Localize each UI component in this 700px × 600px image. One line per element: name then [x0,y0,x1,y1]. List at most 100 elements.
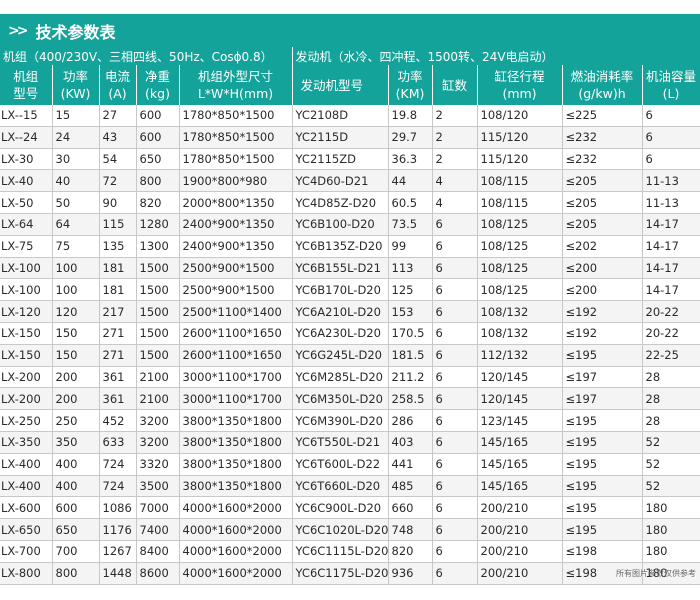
table-cell: 112/132 [477,344,563,367]
table-cell: 600 [52,496,100,520]
double-chevron-icon: >> [8,22,29,39]
table-cell: 120 [52,300,100,323]
column-header-line1: 发动机型号 [300,77,364,93]
table-cell: 2600*1100*1650 [179,322,293,345]
table-cell: 108/132 [477,300,563,323]
table-cell: 72 [99,169,137,193]
table-cell: ≤195 [562,496,643,520]
table-row: LX-400 400 724 3320 3800*1350*1800 YC6T600L-D… [0,453,700,476]
table-cell: 200/210 [477,540,563,563]
table-cell: 108/125 [477,257,563,280]
table-cell: 2 [432,148,478,171]
table-cell: LX-650 [0,518,53,541]
table-cell: 6 [432,213,478,236]
table-row: LX-100 100 181 1500 2500*900*1500 YC6B170L-D2… [0,278,700,302]
table-cell: 24 [52,126,100,149]
column-header: 功率 (KM) [388,65,433,105]
table-cell: YC6C1175L-D20 [292,562,389,585]
column-header-row: 机组 型号 功率 (KW) 电流 (A) 净重 (kg) 机组外型尺寸 L*W*H(mm) 发动机型… [0,65,700,105]
table-cell: LX-400 [0,453,53,476]
table-cell: 820 [136,191,180,214]
column-header-line1: 缸径行程 [494,69,545,84]
table-cell: 180 [642,496,700,520]
table-cell: ≤195 [562,344,643,367]
table-row: LX-75 75 135 1300 2400*900*1350 YC6B135Z-D20 9… [0,235,700,258]
table-cell: 123/145 [477,409,563,432]
table-row: LX-30 30 54 650 1780*850*1500 YC2115ZD 36.3 2 11… [0,148,700,171]
column-header: 净重 (kg) [136,65,180,105]
table-cell: 43 [99,126,137,149]
table-cell: 1780*850*1500 [179,105,293,127]
table-cell: 1500 [136,278,180,302]
table-cell: 271 [99,344,137,367]
table-cell: LX-200 [0,366,53,389]
table-row: LX-150 150 271 1500 2600*1100*1650 YC6G245L-D… [0,344,700,367]
table-cell: 700 [52,540,100,563]
table-cell: YC2115ZD [292,148,389,171]
table-cell: 1267 [99,540,137,563]
table-row: LX-100 100 181 1500 2500*900*1500 YC6B155L-D2… [0,257,700,280]
group-header-row: 机组（400/230V、三相四线、50Hz、Cosϕ0.8） 发动机（水冷、四冲… [0,47,700,65]
table-cell: 4000*1600*2000 [179,562,293,585]
table-cell: LX-40 [0,169,53,193]
table-cell: 250 [52,409,100,432]
table-cell: ≤197 [562,366,643,389]
table-cell: LX-100 [0,278,53,302]
table-cell: 633 [99,431,137,454]
table-cell: 115/120 [477,148,563,171]
table-cell: 1500 [136,300,180,323]
table-cell: 135 [99,235,137,258]
table-cell: 200/210 [477,518,563,541]
column-header-line2: (g/kw)h [578,86,626,101]
table-cell: 600 [136,105,180,127]
table-cell: 115/120 [477,126,563,149]
table-cell: 108/125 [477,278,563,302]
table-cell: 120/145 [477,387,563,411]
table-cell: 4 [432,169,478,193]
table-cell: ≤197 [562,387,643,411]
table-cell: 3320 [136,453,180,476]
table-cell: LX--24 [0,126,53,149]
column-header-line2: 型号 [13,86,39,101]
table-cell: 8400 [136,540,180,563]
table-cell: 6 [432,431,478,454]
table-row: LX-400 400 724 3500 3800*1350*1800 YC6T660L-D… [0,475,700,498]
table-cell: 14-17 [642,213,700,236]
table-cell: 6 [432,235,478,258]
column-header-line2: (L) [662,86,680,101]
table-cell: 100 [52,278,100,302]
table-cell: LX--15 [0,105,53,127]
table-cell: YC6T660L-D20 [292,475,389,498]
table-cell: 52 [642,431,700,454]
table-cell: 145/165 [477,453,563,476]
table-cell: LX-120 [0,300,53,323]
table-cell: 361 [99,387,137,411]
table-cell: 54 [99,148,137,171]
table-row: LX-40 40 72 800 1900*800*980 YC4D60-D21 44 4 108… [0,169,700,193]
table-cell: 6 [432,322,478,345]
table-cell: ≤205 [562,213,643,236]
table-cell: 170.5 [388,322,433,345]
table-cell: 1780*850*1500 [179,126,293,149]
table-cell: YC6B170L-D20 [292,278,389,302]
table-cell: 4 [432,191,478,214]
table-cell: 6 [432,496,478,520]
table-cell: YC6A210L-D20 [292,300,389,323]
table-cell: ≤232 [562,126,643,149]
table-cell: 400 [52,475,100,498]
table-cell: 200/210 [477,562,563,585]
table-cell: 181 [99,257,137,280]
table-cell: 1086 [99,496,137,520]
column-header-line2: (mm) [502,86,537,101]
table-cell: 14-17 [642,278,700,302]
table-cell: 36.3 [388,148,433,171]
table-cell: 3800*1350*1800 [179,431,293,454]
table-cell: ≤200 [562,278,643,302]
column-header-line2: (KW) [60,86,91,101]
table-cell: LX-700 [0,540,53,563]
table-cell: 441 [388,453,433,476]
table-cell: 7000 [136,496,180,520]
table-cell: YC6C900L-D20 [292,496,389,520]
table-cell: 2400*900*1350 [179,213,293,236]
table-cell: 1448 [99,562,137,585]
